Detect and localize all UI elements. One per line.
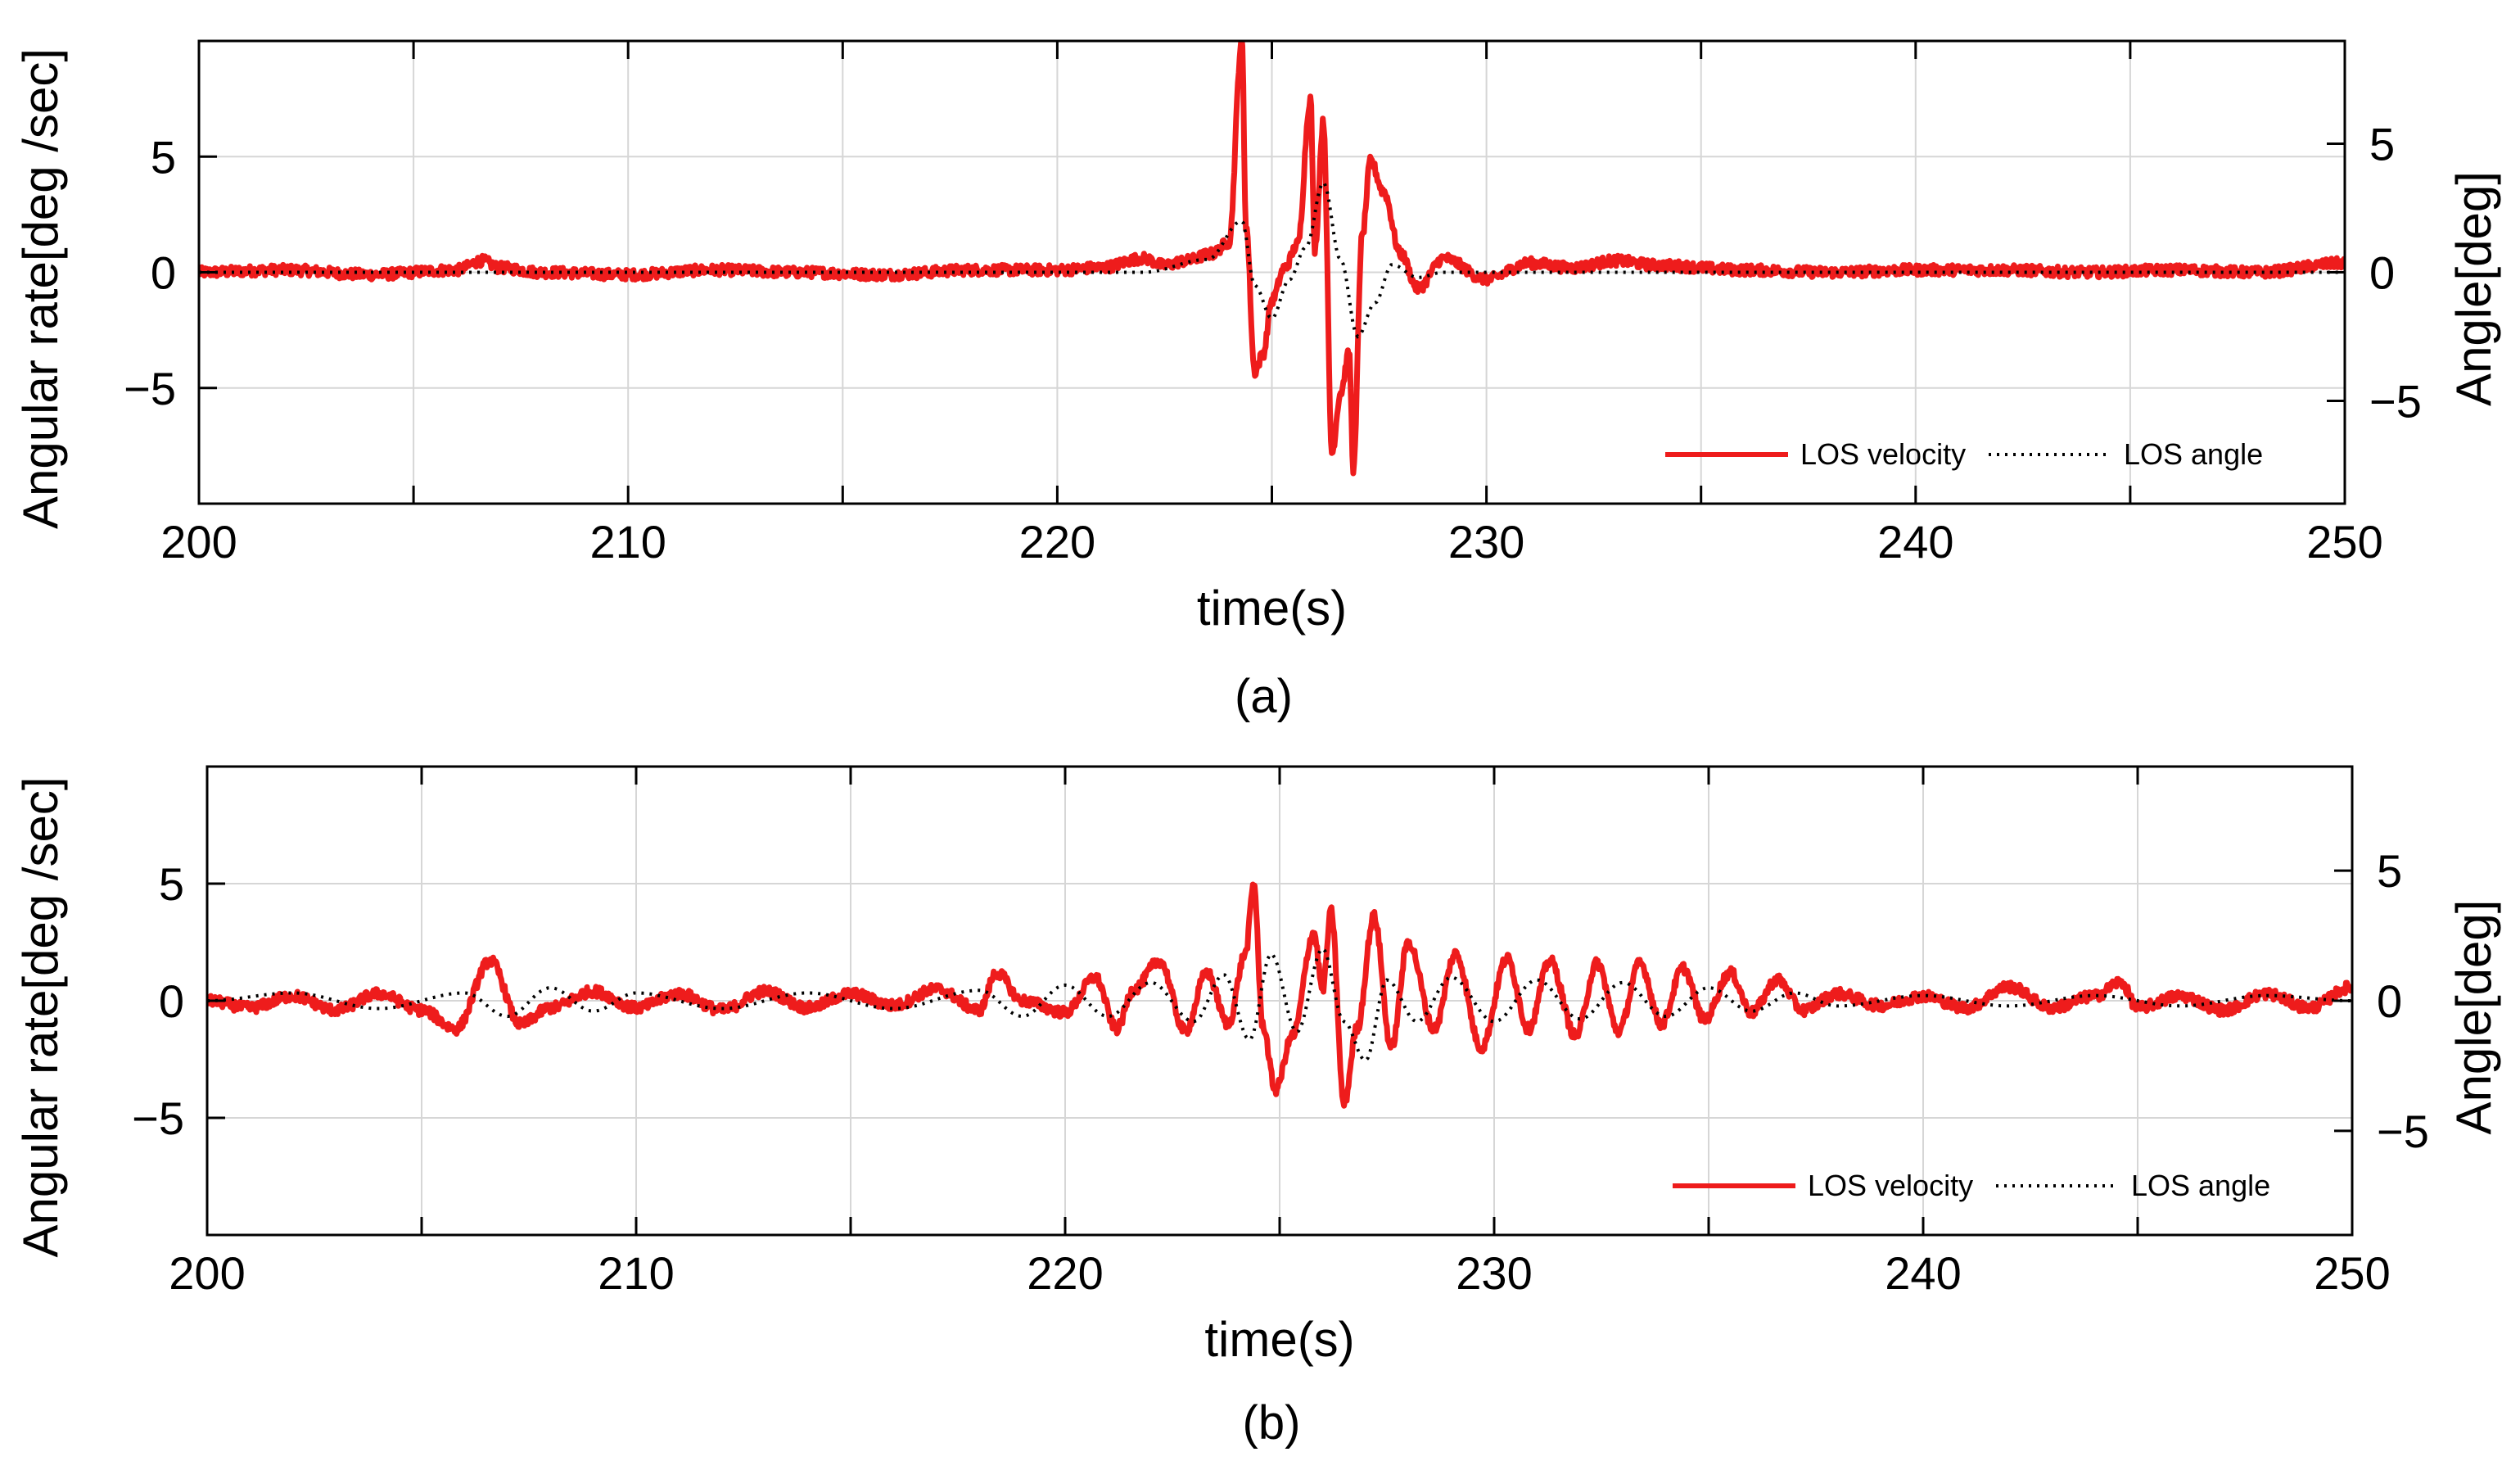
y-right-axis-label: Angle[deg]: [2446, 900, 2501, 1135]
legend-label-los-angle: LOS angle: [2124, 437, 2263, 471]
y-right-tick-label: −5: [2369, 375, 2422, 427]
legend-label-los-velocity: LOS velocity: [1800, 437, 1966, 471]
legend-label-los-velocity: LOS velocity: [1808, 1169, 1973, 1202]
y-right-axis-label: Angle[deg]: [2446, 171, 2501, 406]
x-tick-label: 220: [1019, 516, 1095, 568]
x-axis-label: time(s): [1204, 1312, 1354, 1367]
y-left-tick-label: 0: [159, 975, 184, 1027]
y-left-tick-label: −5: [132, 1092, 184, 1144]
x-tick-label: 250: [2306, 516, 2382, 568]
y-left-tick-label: 5: [159, 858, 184, 910]
x-tick-label: 250: [2314, 1247, 2390, 1299]
y-right-tick-label: 0: [2377, 975, 2402, 1027]
x-tick-label: 240: [1877, 516, 1953, 568]
y-left-tick-label: 0: [151, 247, 176, 299]
x-tick-label: 230: [1448, 516, 1524, 568]
panel-caption: (a): [1235, 670, 1293, 723]
series-los-velocity: [199, 41, 2345, 477]
x-axis-label: time(s): [1197, 581, 1347, 636]
panel-caption: (b): [1243, 1396, 1301, 1450]
x-tick-label: 210: [598, 1247, 674, 1299]
legend-label-los-angle: LOS angle: [2131, 1169, 2270, 1202]
y-right-tick-label: −5: [2377, 1106, 2429, 1157]
x-tick-label: 220: [1027, 1247, 1103, 1299]
x-tick-label: 200: [160, 516, 237, 568]
x-tick-label: 210: [589, 516, 666, 568]
y-right-tick-label: 5: [2369, 119, 2395, 170]
y-left-axis-label: Angular rate[deg /sec]: [13, 48, 68, 529]
series-los-velocity: [207, 881, 2352, 1109]
y-right-tick-label: 5: [2377, 845, 2402, 897]
x-tick-label: 240: [1885, 1247, 1961, 1299]
x-tick-label: 200: [169, 1247, 245, 1299]
y-left-axis-label: Angular rate[deg /sec]: [13, 776, 68, 1257]
x-tick-label: 230: [1456, 1247, 1532, 1299]
y-left-tick-label: 5: [151, 131, 176, 183]
y-left-tick-label: −5: [124, 363, 176, 414]
y-right-tick-label: 0: [2369, 247, 2395, 299]
